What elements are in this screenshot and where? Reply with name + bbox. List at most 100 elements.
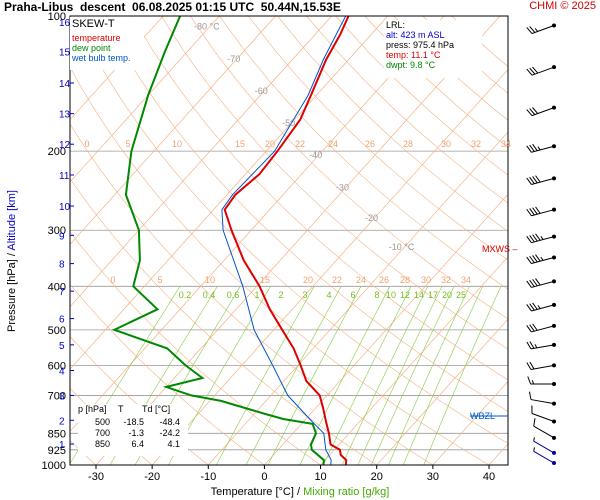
mxws-label: MXWS	[482, 244, 510, 254]
x-tick-label: 0	[261, 471, 267, 483]
dry-adiabat	[70, 66, 490, 465]
mixing-ratio-label: 6	[350, 290, 355, 300]
wind-barb-staff	[531, 177, 555, 185]
wind-barb-staff	[531, 25, 555, 34]
x-axis-separator: /	[297, 486, 301, 498]
table-cell: -48.4	[159, 417, 180, 427]
wind-barb	[526, 302, 556, 312]
wind-barb-feather	[529, 303, 535, 311]
wind-barb-feather	[540, 256, 544, 261]
wind-barb-feather	[534, 28, 539, 32]
y-tick-label: 200	[48, 146, 66, 158]
wind-barb	[526, 341, 556, 350]
y-tick-label: 600	[48, 360, 66, 372]
mixing-ratio-top-label: 32	[471, 139, 481, 149]
wind-barb	[526, 23, 556, 34]
dry-adiabat	[248, 16, 508, 261]
mixing-ratio-line	[323, 286, 412, 465]
mixing-ratio-line	[215, 286, 315, 465]
wind-barb-staff	[531, 107, 555, 117]
lrl-dwpt: dwpt: 9.8 °C	[386, 60, 436, 70]
wind-barb-base	[552, 65, 556, 70]
wbzl-marker: WBZL	[470, 411, 495, 421]
dry-adiabat	[451, 16, 508, 67]
altitude-tick-label: 13	[59, 110, 71, 121]
altitude-tick-label: 6	[59, 315, 65, 326]
mixing-ratio-line	[299, 286, 391, 465]
isotherm-line	[208, 131, 508, 465]
mixing-ratio-mid-label: 32	[441, 275, 451, 285]
dry-adiabat	[219, 16, 508, 290]
wind-barb-feather	[526, 304, 532, 312]
series-temperatureline	[223, 16, 350, 465]
wind-barb-base	[552, 401, 556, 406]
mixing-ratio-label: 17	[428, 290, 438, 300]
wind-barb-feather	[526, 280, 532, 288]
wind-barb-feather	[535, 175, 541, 183]
lrl-temp: temp: 11.1 °C	[386, 50, 441, 60]
wind-barb-feather	[532, 279, 538, 287]
wind-barb-base	[552, 419, 556, 424]
wind-barb-feather	[526, 177, 532, 185]
sounding-table: p [hPa] T Td [°C] 500 -18.5 -48.4 700 -1…	[78, 404, 188, 456]
altitude-tick-label: 7	[59, 287, 65, 298]
wind-barb	[533, 418, 556, 440]
x-axis-title: Temperature [°C] / Mixing ratio [g/kg]	[0, 486, 600, 498]
wind-barb-feather	[529, 279, 535, 287]
table-row: 500 -18.5 -48.4	[78, 417, 188, 428]
mixing-ratio-line	[388, 286, 470, 465]
wind-barb-feather	[532, 143, 538, 151]
wind-barb-base	[552, 323, 556, 328]
isotherm-label: -10 °C	[389, 242, 415, 252]
wind-barb-feather	[526, 362, 532, 370]
lrl-alt: alt: 423 m ASL	[386, 30, 445, 40]
wind-barb-base	[552, 105, 556, 110]
mixing-ratio-mid-label: 26	[379, 275, 389, 285]
mixing-ratio-top-label: 15	[235, 139, 245, 149]
wind-barb-feather	[535, 254, 541, 262]
isotherm-line	[264, 193, 508, 465]
isotherm-line	[432, 380, 508, 465]
table-cell: 500	[94, 417, 110, 427]
wind-barb-feather	[529, 108, 536, 115]
wind-barb	[526, 361, 556, 370]
y-axis-pressure-label: Pressure [hPa]	[6, 259, 18, 332]
mixing-ratio-top-label: 26	[365, 139, 375, 149]
y-tick-label: 925	[48, 445, 66, 457]
wind-barb-feather	[537, 305, 541, 309]
dry-adiabat	[70, 231, 321, 465]
wind-barb-base	[552, 279, 556, 284]
mxws-marker: MXWS –	[482, 244, 518, 254]
altitude-tick-label: 2	[59, 416, 65, 427]
wind-barb-feather	[528, 391, 532, 400]
wind-barb	[526, 254, 556, 265]
lrl-box: LRL: alt: 423 m ASL press: 975.4 hPa tem…	[384, 20, 482, 78]
mixing-ratio-label: 0.4	[203, 290, 216, 300]
wind-barb-base	[552, 363, 556, 368]
mixing-ratio-label: 1	[254, 290, 259, 300]
mixing-ratio-top-label: 5	[125, 139, 130, 149]
isotherm-line	[70, 16, 220, 183]
altitude-tick-label: 16	[59, 18, 71, 29]
legend-box: SKEW-T temperature dew point wet bulb te…	[70, 17, 144, 70]
mixing-ratio-mid-label: 15	[260, 275, 270, 285]
wind-barb	[526, 175, 556, 185]
wind-barb	[533, 447, 556, 466]
wind-barb-feather	[529, 144, 535, 152]
dry-adiabat	[70, 283, 265, 465]
table-cell: -24.2	[159, 428, 180, 438]
table-header-p: p [hPa]	[78, 404, 107, 414]
altitude-tick-label: 4	[59, 367, 65, 378]
wind-barb-staff	[531, 66, 555, 76]
x-tick-label: 20	[371, 471, 383, 483]
wind-barb-base	[552, 176, 556, 181]
dry-adiabat	[422, 16, 508, 94]
mixing-ratio-mid-label: 24	[356, 275, 366, 285]
isotherm-line	[151, 69, 508, 465]
wind-barb-base	[552, 23, 556, 28]
wind-barb-base	[552, 234, 556, 239]
wind-barb-staff	[531, 145, 555, 153]
wind-barb-feather	[540, 235, 544, 240]
altitude-tick-label: 11	[59, 171, 70, 182]
